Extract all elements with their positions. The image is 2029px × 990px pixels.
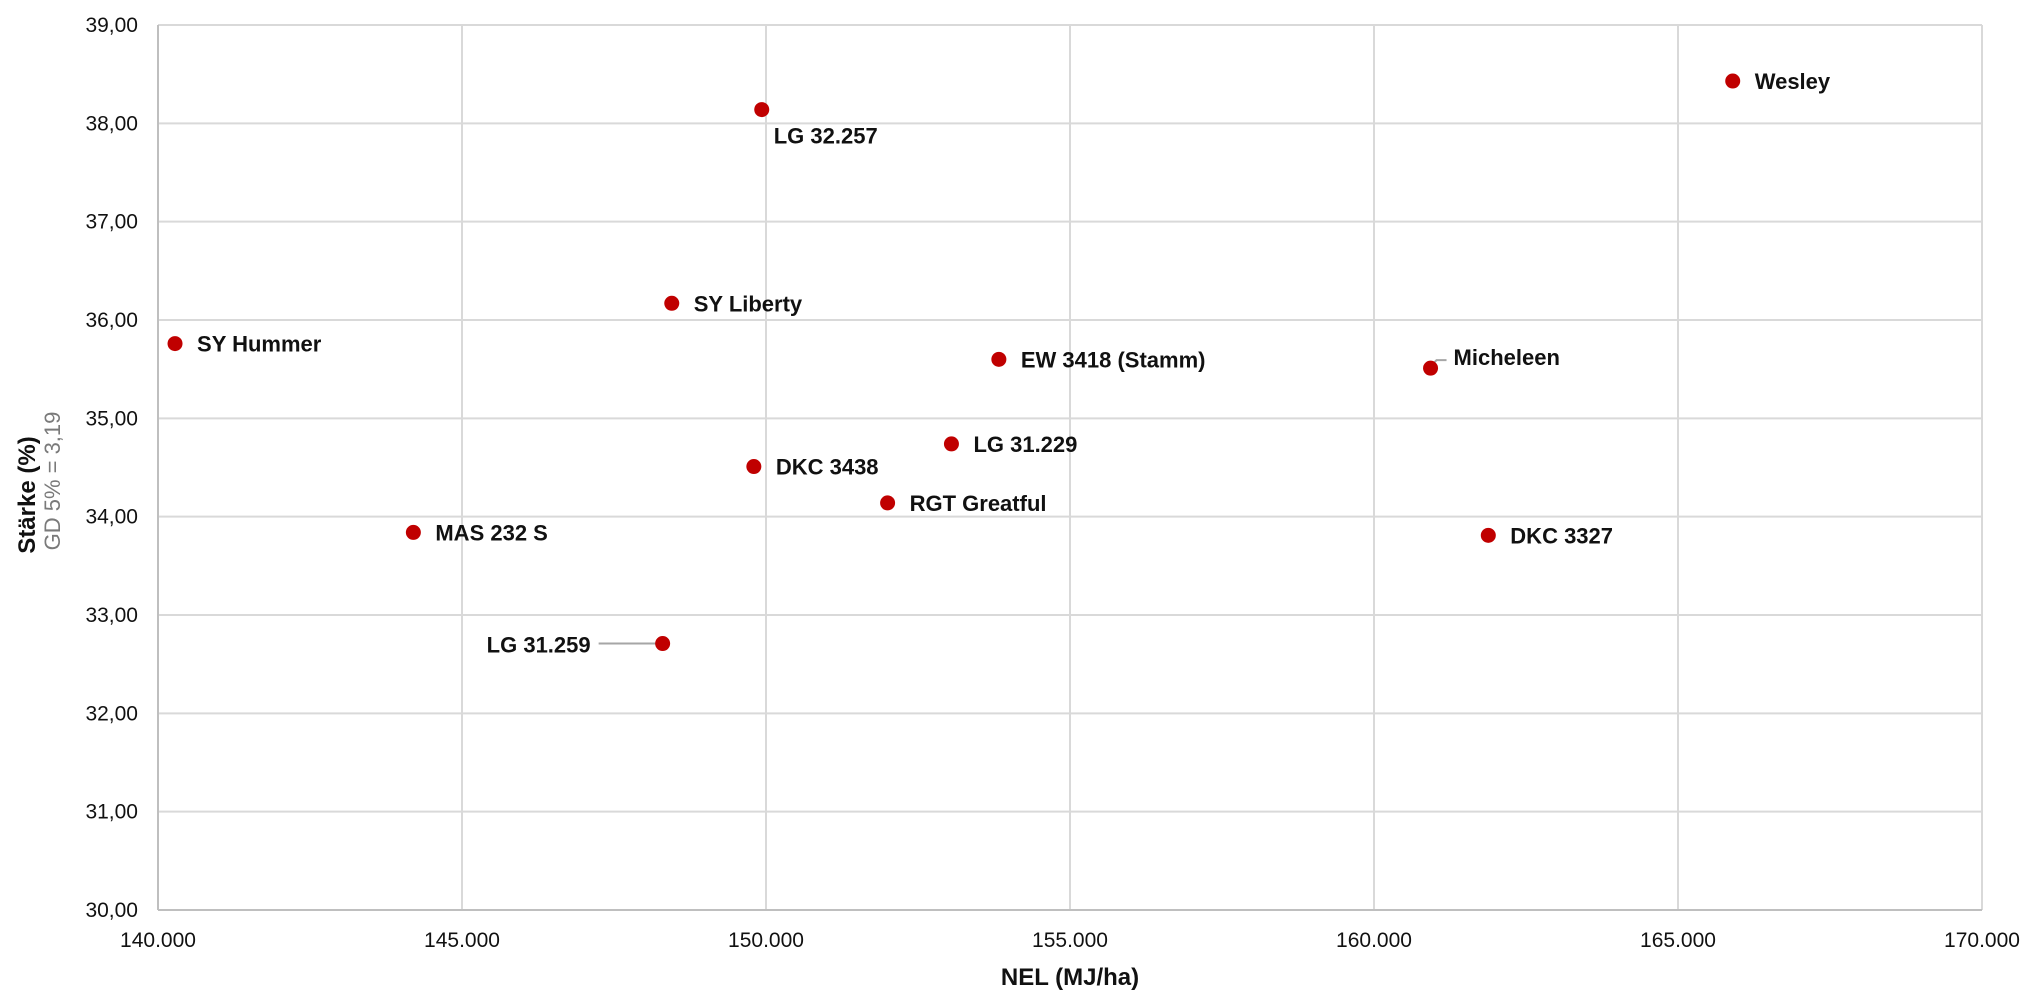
y-tick-label: 32,00 bbox=[85, 702, 138, 725]
y-axis-title: Stärke (%) bbox=[14, 436, 41, 553]
point-label: MAS 232 S bbox=[435, 520, 548, 545]
gridlines bbox=[158, 24, 1983, 910]
data-point bbox=[991, 351, 1007, 367]
y-tick-label: 36,00 bbox=[85, 309, 138, 332]
data-points bbox=[167, 73, 1741, 652]
y-tick-label: 35,00 bbox=[85, 407, 138, 430]
data-point bbox=[655, 636, 671, 652]
x-axis-title: NEL (MJ/ha) bbox=[1001, 964, 1139, 990]
y-tick-label: 30,00 bbox=[85, 899, 138, 922]
data-point bbox=[664, 295, 680, 311]
tick-labels: 140.000 145.000 150.000 155.000 160.000 165.0… bbox=[85, 14, 2020, 952]
point-label: Wesley bbox=[1755, 69, 1831, 94]
x-tick-label: 155.000 bbox=[1032, 929, 1108, 952]
data-point bbox=[754, 102, 770, 118]
point-label: DKC 3327 bbox=[1510, 523, 1613, 548]
y-tick-label: 31,00 bbox=[85, 801, 138, 824]
data-point bbox=[880, 495, 896, 511]
point-label: Micheleen bbox=[1454, 345, 1560, 370]
data-point bbox=[1423, 360, 1439, 376]
point-label: LG 32.257 bbox=[774, 124, 878, 149]
y-tick-label: 39,00 bbox=[85, 14, 138, 37]
point-labels: SY Hummer MAS 232 S LG 31.259 SY Liberty DKC… bbox=[197, 69, 1831, 657]
y-tick-label: 38,00 bbox=[85, 112, 138, 135]
point-label: SY Liberty bbox=[694, 291, 803, 316]
x-tick-label: 140.000 bbox=[120, 929, 196, 952]
y-axis-subtitle: GD 5% = 3,19 bbox=[40, 412, 65, 551]
axes bbox=[157, 25, 1982, 911]
point-label: DKC 3438 bbox=[776, 455, 879, 480]
data-point bbox=[1480, 527, 1496, 543]
data-point bbox=[167, 336, 183, 352]
data-point bbox=[943, 436, 959, 452]
data-point bbox=[1725, 73, 1741, 89]
x-tick-label: 145.000 bbox=[424, 929, 500, 952]
data-point bbox=[405, 524, 421, 540]
x-tick-label: 150.000 bbox=[728, 929, 804, 952]
point-label: LG 31.259 bbox=[487, 633, 591, 658]
x-tick-label: 160.000 bbox=[1336, 929, 1412, 952]
y-tick-label: 34,00 bbox=[85, 506, 138, 529]
point-label: RGT Greatful bbox=[910, 491, 1047, 516]
data-point bbox=[746, 459, 762, 475]
x-tick-label: 170.000 bbox=[1944, 929, 2020, 952]
point-label: EW 3418 (Stamm) bbox=[1021, 347, 1206, 372]
point-label: SY Hummer bbox=[197, 332, 322, 357]
y-tick-label: 33,00 bbox=[85, 604, 138, 627]
point-label: LG 31.229 bbox=[973, 432, 1077, 457]
y-tick-label: 37,00 bbox=[85, 211, 138, 234]
x-tick-label: 165.000 bbox=[1640, 929, 1716, 952]
